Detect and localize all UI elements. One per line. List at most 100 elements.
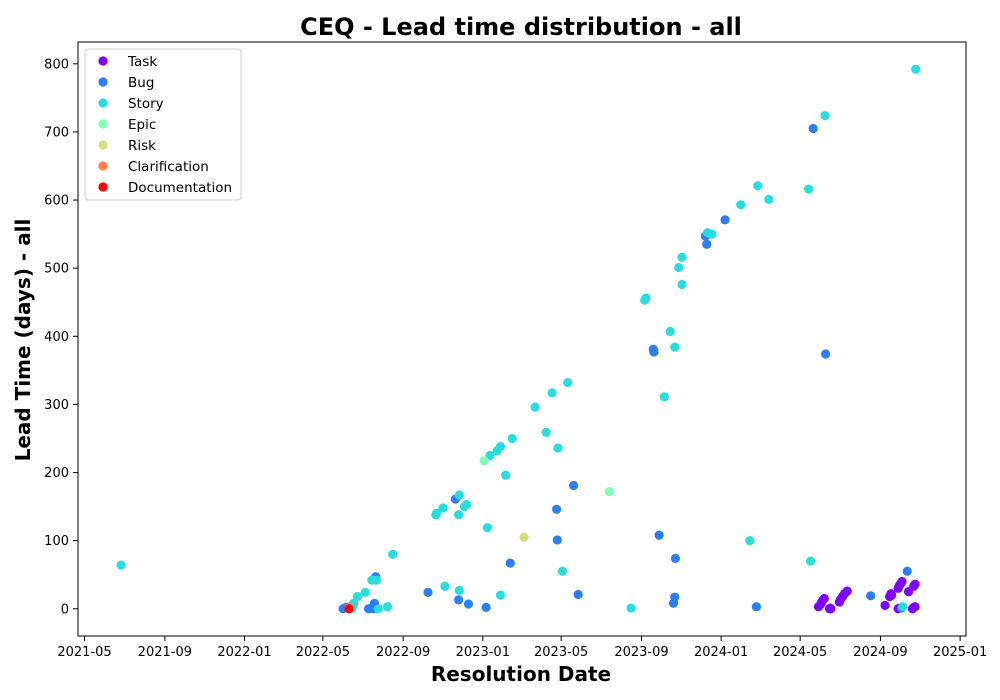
story-point: [388, 549, 398, 559]
legend: Task Bug Story Epic Risk Clarification Documen…: [84, 48, 242, 201]
x-tick-label: 2023-01: [456, 645, 510, 660]
bug-point: [808, 123, 818, 134]
bug-point: [720, 215, 730, 225]
story-point: [641, 293, 651, 303]
x-tick-label: 2022-05: [296, 645, 350, 660]
epic-point: [479, 456, 489, 466]
x-tick-label: 2024-09: [853, 645, 907, 660]
story-point: [626, 603, 636, 613]
task-point: [897, 576, 907, 587]
story-point: [677, 252, 687, 262]
story-point: [677, 279, 687, 290]
x-axis-ticks: 2021-05 2021-09 2022-01 2022-05 2022-09 2023-…: [57, 636, 987, 660]
x-tick-label: 2024-05: [773, 645, 827, 660]
legend-marker-documentation: [98, 182, 108, 192]
legend-label-epic: Epic: [128, 117, 156, 133]
story-point: [563, 377, 573, 388]
y-tick-label: 700: [44, 125, 69, 140]
legend-marker-risk: [98, 140, 108, 150]
plot-frame: [77, 41, 967, 637]
y-tick-label: 400: [44, 330, 69, 345]
legend-label-task: Task: [127, 54, 157, 70]
risk-point: [519, 532, 529, 542]
x-tick-label: 2025-01: [933, 645, 987, 660]
task-point: [826, 604, 836, 614]
story-point: [553, 443, 563, 453]
task-point: [819, 593, 829, 604]
story-point: [736, 200, 746, 210]
story-point: [806, 556, 816, 566]
bug-point: [670, 592, 680, 602]
bug-point: [670, 553, 681, 563]
story-point: [530, 402, 540, 412]
story-point: [665, 326, 675, 337]
documentation-point: [344, 604, 354, 614]
bug-point: [481, 602, 491, 612]
legend-marker-bug: [98, 77, 108, 87]
y-tick-label: 100: [44, 534, 69, 549]
story-point: [541, 427, 551, 437]
bug-point: [505, 558, 515, 568]
x-tick-label: 2024-01: [694, 645, 748, 660]
story-point: [482, 523, 492, 533]
bug-point: [649, 347, 659, 357]
y-tick-label: 200: [44, 466, 69, 481]
y-axis-label: Lead Time (days) - all: [11, 219, 35, 462]
y-tick-label: 500: [44, 262, 69, 277]
bug-point: [573, 589, 583, 600]
story-point: [707, 229, 717, 239]
x-tick-label: 2023-09: [614, 645, 668, 660]
story-point: [431, 508, 442, 518]
task-point: [910, 579, 920, 589]
epic-point: [604, 486, 615, 497]
story-point: [116, 560, 126, 570]
y-tick-label: 0: [61, 602, 69, 617]
task-point: [880, 600, 890, 610]
y-tick-label: 800: [44, 57, 69, 72]
y-tick-label: 300: [44, 398, 69, 413]
story-point: [507, 433, 517, 444]
task-point: [886, 590, 897, 600]
legend-marker-story: [98, 98, 108, 108]
story-point: [753, 181, 763, 191]
legend-label-documentation: Documentation: [128, 180, 232, 196]
bug-point: [654, 530, 664, 540]
story-point: [764, 194, 774, 204]
x-tick-label: 2021-05: [57, 645, 111, 660]
bug-point: [821, 349, 831, 359]
story-point: [659, 392, 669, 402]
story-point: [495, 590, 506, 600]
chart-title: CEQ - Lead time distribution - all: [300, 13, 742, 41]
bug-point: [902, 566, 912, 576]
story-point: [360, 587, 370, 598]
bug-point: [454, 595, 464, 605]
story-point: [745, 536, 755, 546]
story-point: [547, 388, 557, 398]
x-tick-label: 2021-09: [138, 645, 192, 660]
story-point: [501, 470, 511, 480]
bug-point: [751, 602, 762, 612]
story-point: [557, 566, 568, 576]
story-point: [454, 510, 464, 520]
bug-point: [463, 599, 474, 609]
x-axis-label: Resolution Date: [431, 662, 611, 686]
story-point: [454, 585, 464, 595]
story-point: [898, 602, 908, 612]
task-point: [910, 602, 920, 612]
story-point: [373, 604, 383, 614]
story-point: [382, 602, 393, 612]
story-point: [440, 581, 450, 591]
bug-point: [552, 504, 562, 514]
story-point: [352, 591, 363, 602]
legend-label-risk: Risk: [128, 138, 156, 154]
story-point: [438, 503, 448, 513]
bug-point: [568, 480, 579, 491]
legend-label-story: Story: [128, 96, 164, 112]
legend-marker-epic: [98, 119, 108, 129]
legend-label-clarification: Clarification: [128, 159, 209, 175]
story-point: [674, 262, 684, 273]
legend-label-bug: Bug: [128, 75, 154, 91]
story-point: [454, 490, 464, 500]
story-point: [820, 110, 830, 121]
